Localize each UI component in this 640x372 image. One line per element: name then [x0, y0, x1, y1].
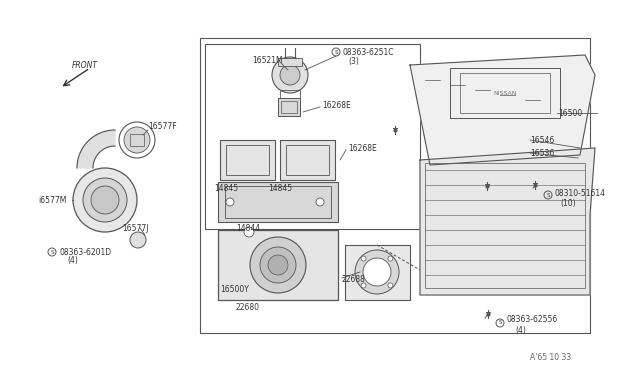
Bar [286, 145, 329, 175]
Circle shape [355, 250, 399, 294]
Bar [278, 58, 302, 66]
Bar [130, 134, 144, 146]
Text: S: S [334, 49, 338, 55]
Circle shape [83, 178, 127, 222]
Bar [205, 44, 420, 229]
Text: 22688: 22688 [342, 276, 366, 285]
Text: 16500: 16500 [558, 109, 582, 118]
Circle shape [388, 256, 393, 261]
Bar [425, 163, 585, 288]
Text: 16577F: 16577F [148, 122, 177, 131]
Text: 16268E: 16268E [348, 144, 377, 153]
Bar [220, 140, 275, 180]
Bar [345, 245, 410, 300]
Circle shape [260, 247, 296, 283]
Circle shape [280, 65, 300, 85]
Text: 16546: 16546 [530, 135, 554, 144]
Text: A'65 10 33: A'65 10 33 [530, 353, 572, 362]
Circle shape [244, 227, 254, 237]
Bar [460, 73, 550, 113]
Text: 16268E: 16268E [322, 100, 351, 109]
Text: (4): (4) [515, 326, 526, 334]
Text: 16521M: 16521M [252, 55, 283, 64]
Text: S: S [499, 321, 502, 326]
Bar [278, 98, 300, 116]
Text: (10): (10) [560, 199, 575, 208]
Bar [450, 68, 560, 118]
Polygon shape [77, 130, 115, 168]
Text: (4): (4) [67, 257, 78, 266]
Circle shape [268, 255, 288, 275]
Bar [218, 182, 338, 222]
Text: 14845: 14845 [268, 183, 292, 192]
Text: 16500Y: 16500Y [220, 285, 249, 295]
Circle shape [124, 127, 150, 153]
Circle shape [250, 237, 306, 293]
Circle shape [272, 57, 308, 93]
Bar [225, 186, 331, 218]
Circle shape [361, 256, 366, 261]
Circle shape [130, 232, 146, 248]
Text: i6577M: i6577M [38, 196, 67, 205]
Circle shape [91, 186, 119, 214]
Text: (3): (3) [348, 57, 359, 65]
Bar [200, 38, 590, 333]
Polygon shape [420, 148, 595, 295]
Text: 16577J: 16577J [122, 224, 148, 232]
Text: 14845: 14845 [214, 183, 238, 192]
Text: 08363-6201D: 08363-6201D [59, 247, 111, 257]
Circle shape [73, 168, 137, 232]
Polygon shape [410, 55, 595, 165]
Text: 22680: 22680 [235, 302, 259, 311]
Bar [280, 140, 335, 180]
Text: 08363-62556: 08363-62556 [507, 315, 558, 324]
Text: 14844: 14844 [236, 224, 260, 232]
Text: 08310-51614: 08310-51614 [555, 189, 606, 198]
Text: S: S [51, 250, 54, 254]
Text: 16536: 16536 [530, 148, 554, 157]
Text: FRONT: FRONT [72, 61, 98, 70]
Text: NISSAN: NISSAN [493, 90, 516, 96]
Bar [218, 230, 338, 300]
Text: S: S [547, 192, 550, 198]
Circle shape [363, 258, 391, 286]
Circle shape [388, 283, 393, 288]
Text: 08363-6251C: 08363-6251C [343, 48, 394, 57]
Bar [226, 145, 269, 175]
Circle shape [361, 283, 366, 288]
Circle shape [316, 198, 324, 206]
Bar [281, 101, 297, 113]
Circle shape [226, 198, 234, 206]
Bar [280, 90, 300, 98]
